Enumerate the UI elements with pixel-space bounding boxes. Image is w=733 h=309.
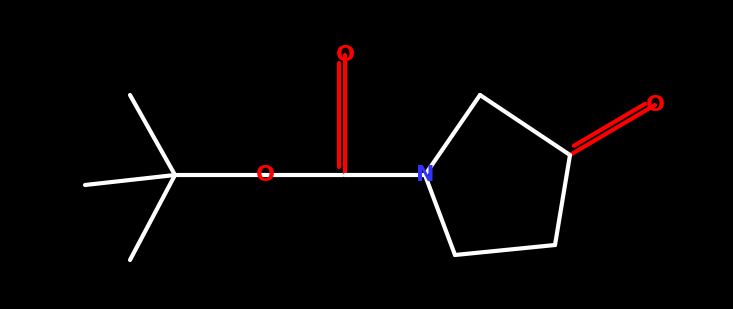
Text: N: N — [416, 165, 434, 185]
Text: O: O — [646, 95, 665, 115]
Text: O: O — [256, 165, 274, 185]
Text: O: O — [336, 45, 355, 65]
